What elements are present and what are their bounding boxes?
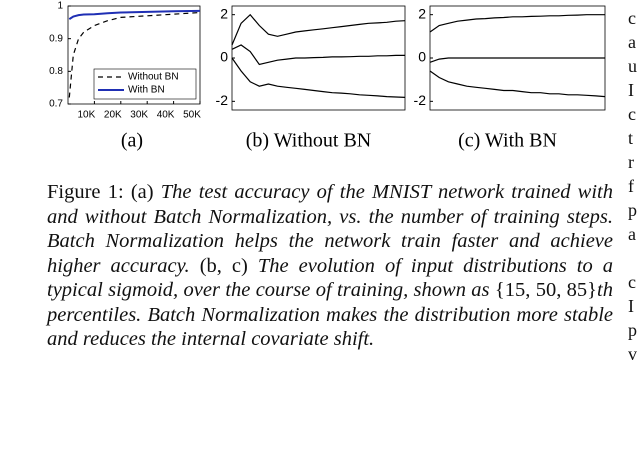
caption-text: The evolution of input distributions to … [47, 254, 613, 302]
text-fragment: a [628, 224, 636, 244]
text-fragment: I [628, 80, 634, 100]
text-fragment: a [628, 32, 636, 52]
y-tick-label: -2 [414, 92, 427, 108]
series-line [231, 44, 405, 66]
text-fragment: c [628, 272, 636, 292]
series-line [68, 9, 201, 20]
y-tick-label: 2 [418, 5, 426, 21]
y-tick-label: 1 [57, 1, 63, 12]
caption-text: (b, c) [189, 254, 258, 277]
series-line [68, 11, 201, 98]
subtitle: (a) [121, 130, 143, 152]
caption-text: th percentiles. Batch Normalization make… [47, 279, 613, 350]
legend-label: With BN [128, 85, 165, 96]
x-tick-label: 50K [183, 110, 201, 121]
text-fragment: t [628, 128, 634, 148]
text-fragment: p [628, 200, 637, 220]
legend-label: Without BN [128, 72, 179, 83]
text-fragment: c [628, 104, 636, 124]
text-fragment [628, 246, 639, 270]
text-fragment: p [628, 320, 637, 340]
series-line [429, 70, 606, 98]
text-fragment: r [628, 152, 634, 172]
series-line [231, 57, 406, 98]
caption-text: Figure 1: (a) [47, 181, 161, 203]
y-tick-label: 2 [220, 5, 228, 21]
x-tick-label: 30K [130, 110, 148, 121]
x-tick-label: 20K [104, 110, 122, 121]
plot-frame [67, 5, 201, 105]
subtitle: (b) Without BN [246, 130, 372, 152]
series-line [429, 57, 605, 63]
caption-math: {15, 50, 85} [494, 279, 598, 301]
caption: Figure 1: (a) The test accuracy of the M… [47, 180, 613, 352]
y-tick-label: -2 [216, 92, 229, 108]
series-line [429, 14, 605, 33]
x-tick-label: 40K [157, 110, 175, 121]
legend-box [93, 68, 197, 100]
y-tick-label: 0.7 [49, 99, 63, 110]
y-tick-label: 0.9 [49, 33, 63, 44]
subtitle: (c) With BN [458, 130, 557, 152]
y-tick-label: 0 [220, 49, 228, 65]
y-tick-label: 0.8 [49, 66, 63, 77]
text-fragment: f [628, 176, 634, 196]
text-fragment: c [628, 8, 636, 28]
y-tick-label: 0 [418, 49, 426, 65]
text-fragment: I [628, 296, 634, 316]
text-fragment: u [628, 56, 637, 76]
figure: 0.7 0.8 0.9 1 10K 20K 30K 40K 50K Without BN With … [49, 1, 606, 152]
caption-text: The test accuracy of the MNIST network t… [47, 181, 613, 277]
series-line [231, 13, 406, 46]
text-fragment: v [628, 344, 637, 364]
x-tick-label: 10K [78, 110, 96, 121]
